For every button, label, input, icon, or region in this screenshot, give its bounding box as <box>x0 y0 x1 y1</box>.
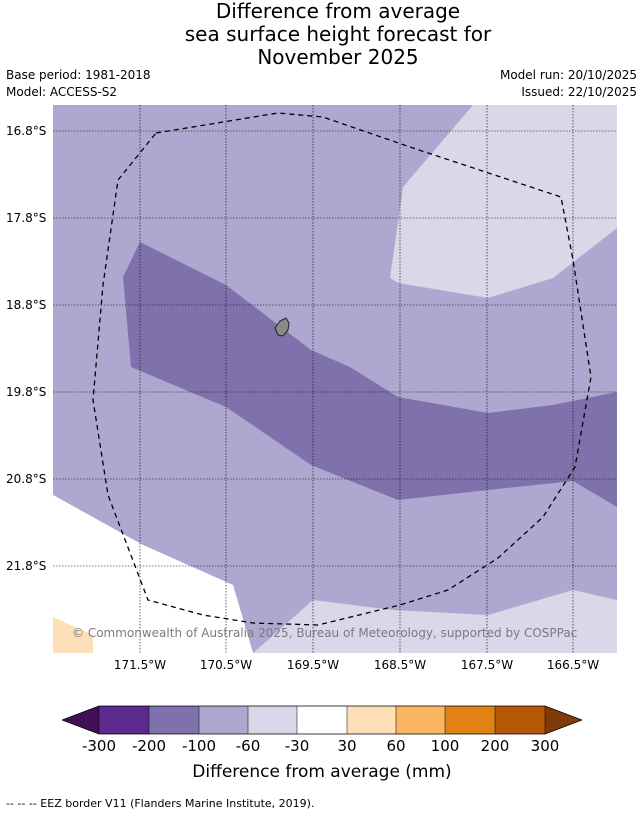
colorbar-segment-100-200 <box>445 706 495 734</box>
lon-label-1: 171.5°W <box>113 658 167 672</box>
eez-footnote: -- -- -- EEZ border V11 (Flanders Marine… <box>6 797 315 810</box>
colorbar-segment-200-300 <box>495 706 545 734</box>
sea-height-map[interactable] <box>53 105 617 653</box>
colorbar-segment-below-300 <box>62 706 99 734</box>
colorbar-label-2: -200 <box>131 737 167 755</box>
copyright-notice: © Commonwealth of Australia 2025, Bureau… <box>72 626 578 640</box>
anomaly-region-positive <box>53 617 93 653</box>
title-line-2: sea surface height forecast for <box>184 22 492 46</box>
colorbar-label-7: 60 <box>386 737 406 755</box>
island-landmass <box>274 317 290 337</box>
run-info: Model run: 20/10/2025 Issued: 22/10/2025 <box>500 67 637 101</box>
lat-label-3: 18.8°S <box>6 298 47 312</box>
colorbar-label-5: -30 <box>284 737 310 755</box>
lon-label-6: 166.5°W <box>546 658 600 672</box>
anomaly-region-ne-light <box>390 105 617 298</box>
colorbar-dividers <box>98 706 546 734</box>
base-info: Base period: 1981-2018 Model: ACCESS-S2 <box>6 67 151 101</box>
base-period: Base period: 1981-2018 <box>6 68 151 82</box>
title-line-1: Difference from average <box>215 0 461 23</box>
colorbar-segment-60-30 <box>248 706 297 734</box>
title-line-3: November 2025 <box>257 45 419 69</box>
model-name: Model: ACCESS-S2 <box>6 85 118 99</box>
colorbar-label-8: 100 <box>430 737 460 755</box>
colorbar-title: Difference from average (mm) <box>192 762 452 782</box>
colorbar-segment-60-100 <box>396 706 445 734</box>
colorbar-label-1: -300 <box>81 737 117 755</box>
lat-label-2: 17.8°S <box>6 211 47 225</box>
lat-label-4: 19.8°S <box>6 385 47 399</box>
anomaly-band-200-100 <box>123 242 617 507</box>
lon-label-2: 170.5°W <box>199 658 253 672</box>
colorbar-segment-200-100 <box>149 706 199 734</box>
issued-date: Issued: 22/10/2025 <box>521 85 637 99</box>
lat-label-5: 20.8°S <box>6 472 47 486</box>
eez-border <box>92 112 592 626</box>
colorbar <box>62 705 582 735</box>
lon-label-3: 169.5°W <box>286 658 340 672</box>
lat-label-1: 16.8°S <box>6 124 47 138</box>
anomaly-region-white <box>53 495 253 653</box>
lon-label-5: 167.5°W <box>460 658 514 672</box>
colorbar-label-3: -100 <box>181 737 217 755</box>
colorbar-segment-30-60 <box>347 706 396 734</box>
colorbar-label-9: 200 <box>480 737 510 755</box>
colorbar-segment-above-300 <box>545 706 582 734</box>
colorbar-label-10: 300 <box>530 737 560 755</box>
model-run-date: Model run: 20/10/2025 <box>499 68 637 82</box>
anomaly-region-south-light <box>253 590 617 653</box>
lat-label-6: 21.8°S <box>6 559 47 573</box>
colorbar-segment-300-200 <box>99 706 149 734</box>
map-title: Difference from average sea surface heig… <box>0 0 644 69</box>
lon-label-4: 168.5°W <box>373 658 427 672</box>
colorbar-segment-neutral <box>297 706 347 734</box>
colorbar-segment-100-60 <box>199 706 248 734</box>
graticule <box>53 105 617 653</box>
colorbar-label-4: -60 <box>235 737 261 755</box>
colorbar-label-6: 30 <box>337 737 357 755</box>
